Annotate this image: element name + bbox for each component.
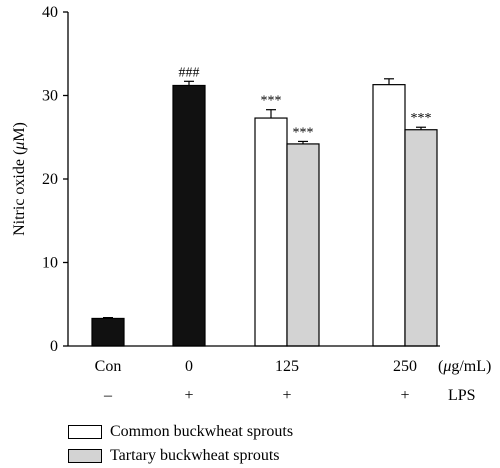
y-tick-label: 40 [42, 4, 58, 21]
legend-swatch-common [68, 425, 102, 439]
significance-label: *** [293, 125, 314, 140]
x-tick-label: 0 [185, 358, 193, 375]
x-tick-label: Con [95, 358, 122, 375]
bar-tartary [286, 143, 320, 347]
y-tick-label: 10 [42, 255, 58, 272]
y-axis-title: Nitric oxide (μM) [11, 122, 28, 236]
lps-sign: – [103, 387, 113, 404]
lps-sign: + [400, 387, 409, 404]
significance-label: *** [261, 94, 282, 109]
legend-swatch-tartary [68, 449, 102, 463]
y-tick-label: 0 [50, 338, 58, 355]
lps-sign: + [184, 387, 193, 404]
lps-label: LPS [448, 387, 476, 404]
x-unit-label: (μg/mL) [438, 358, 491, 375]
legend-label-tartary: Tartary buckwheat sprouts [110, 447, 280, 464]
legend-item-common: Common buckwheat sprouts [68, 420, 293, 444]
x-tick-label: 250 [393, 358, 417, 375]
legend-item-tartary: Tartary buckwheat sprouts [68, 444, 293, 468]
significance-label: ### [179, 65, 200, 80]
x-tick-label: 125 [275, 358, 299, 375]
y-tick-label: 20 [42, 171, 58, 188]
bar-control [91, 317, 125, 347]
bar-common [254, 117, 288, 347]
legend: Common buckwheat sprouts Tartary buckwhe… [68, 420, 293, 468]
bar-control [172, 84, 206, 347]
significance-label: *** [411, 111, 432, 126]
y-tick-label: 30 [42, 88, 58, 105]
nitric-oxide-bar-chart: 0 10 20 30 40 Nitric oxide (μM) Con – ### 0 + *** **… [11, 4, 491, 404]
bar-tartary [404, 129, 438, 347]
lps-sign: + [282, 387, 291, 404]
legend-label-common: Common buckwheat sprouts [110, 423, 294, 440]
bar-common [372, 84, 406, 347]
